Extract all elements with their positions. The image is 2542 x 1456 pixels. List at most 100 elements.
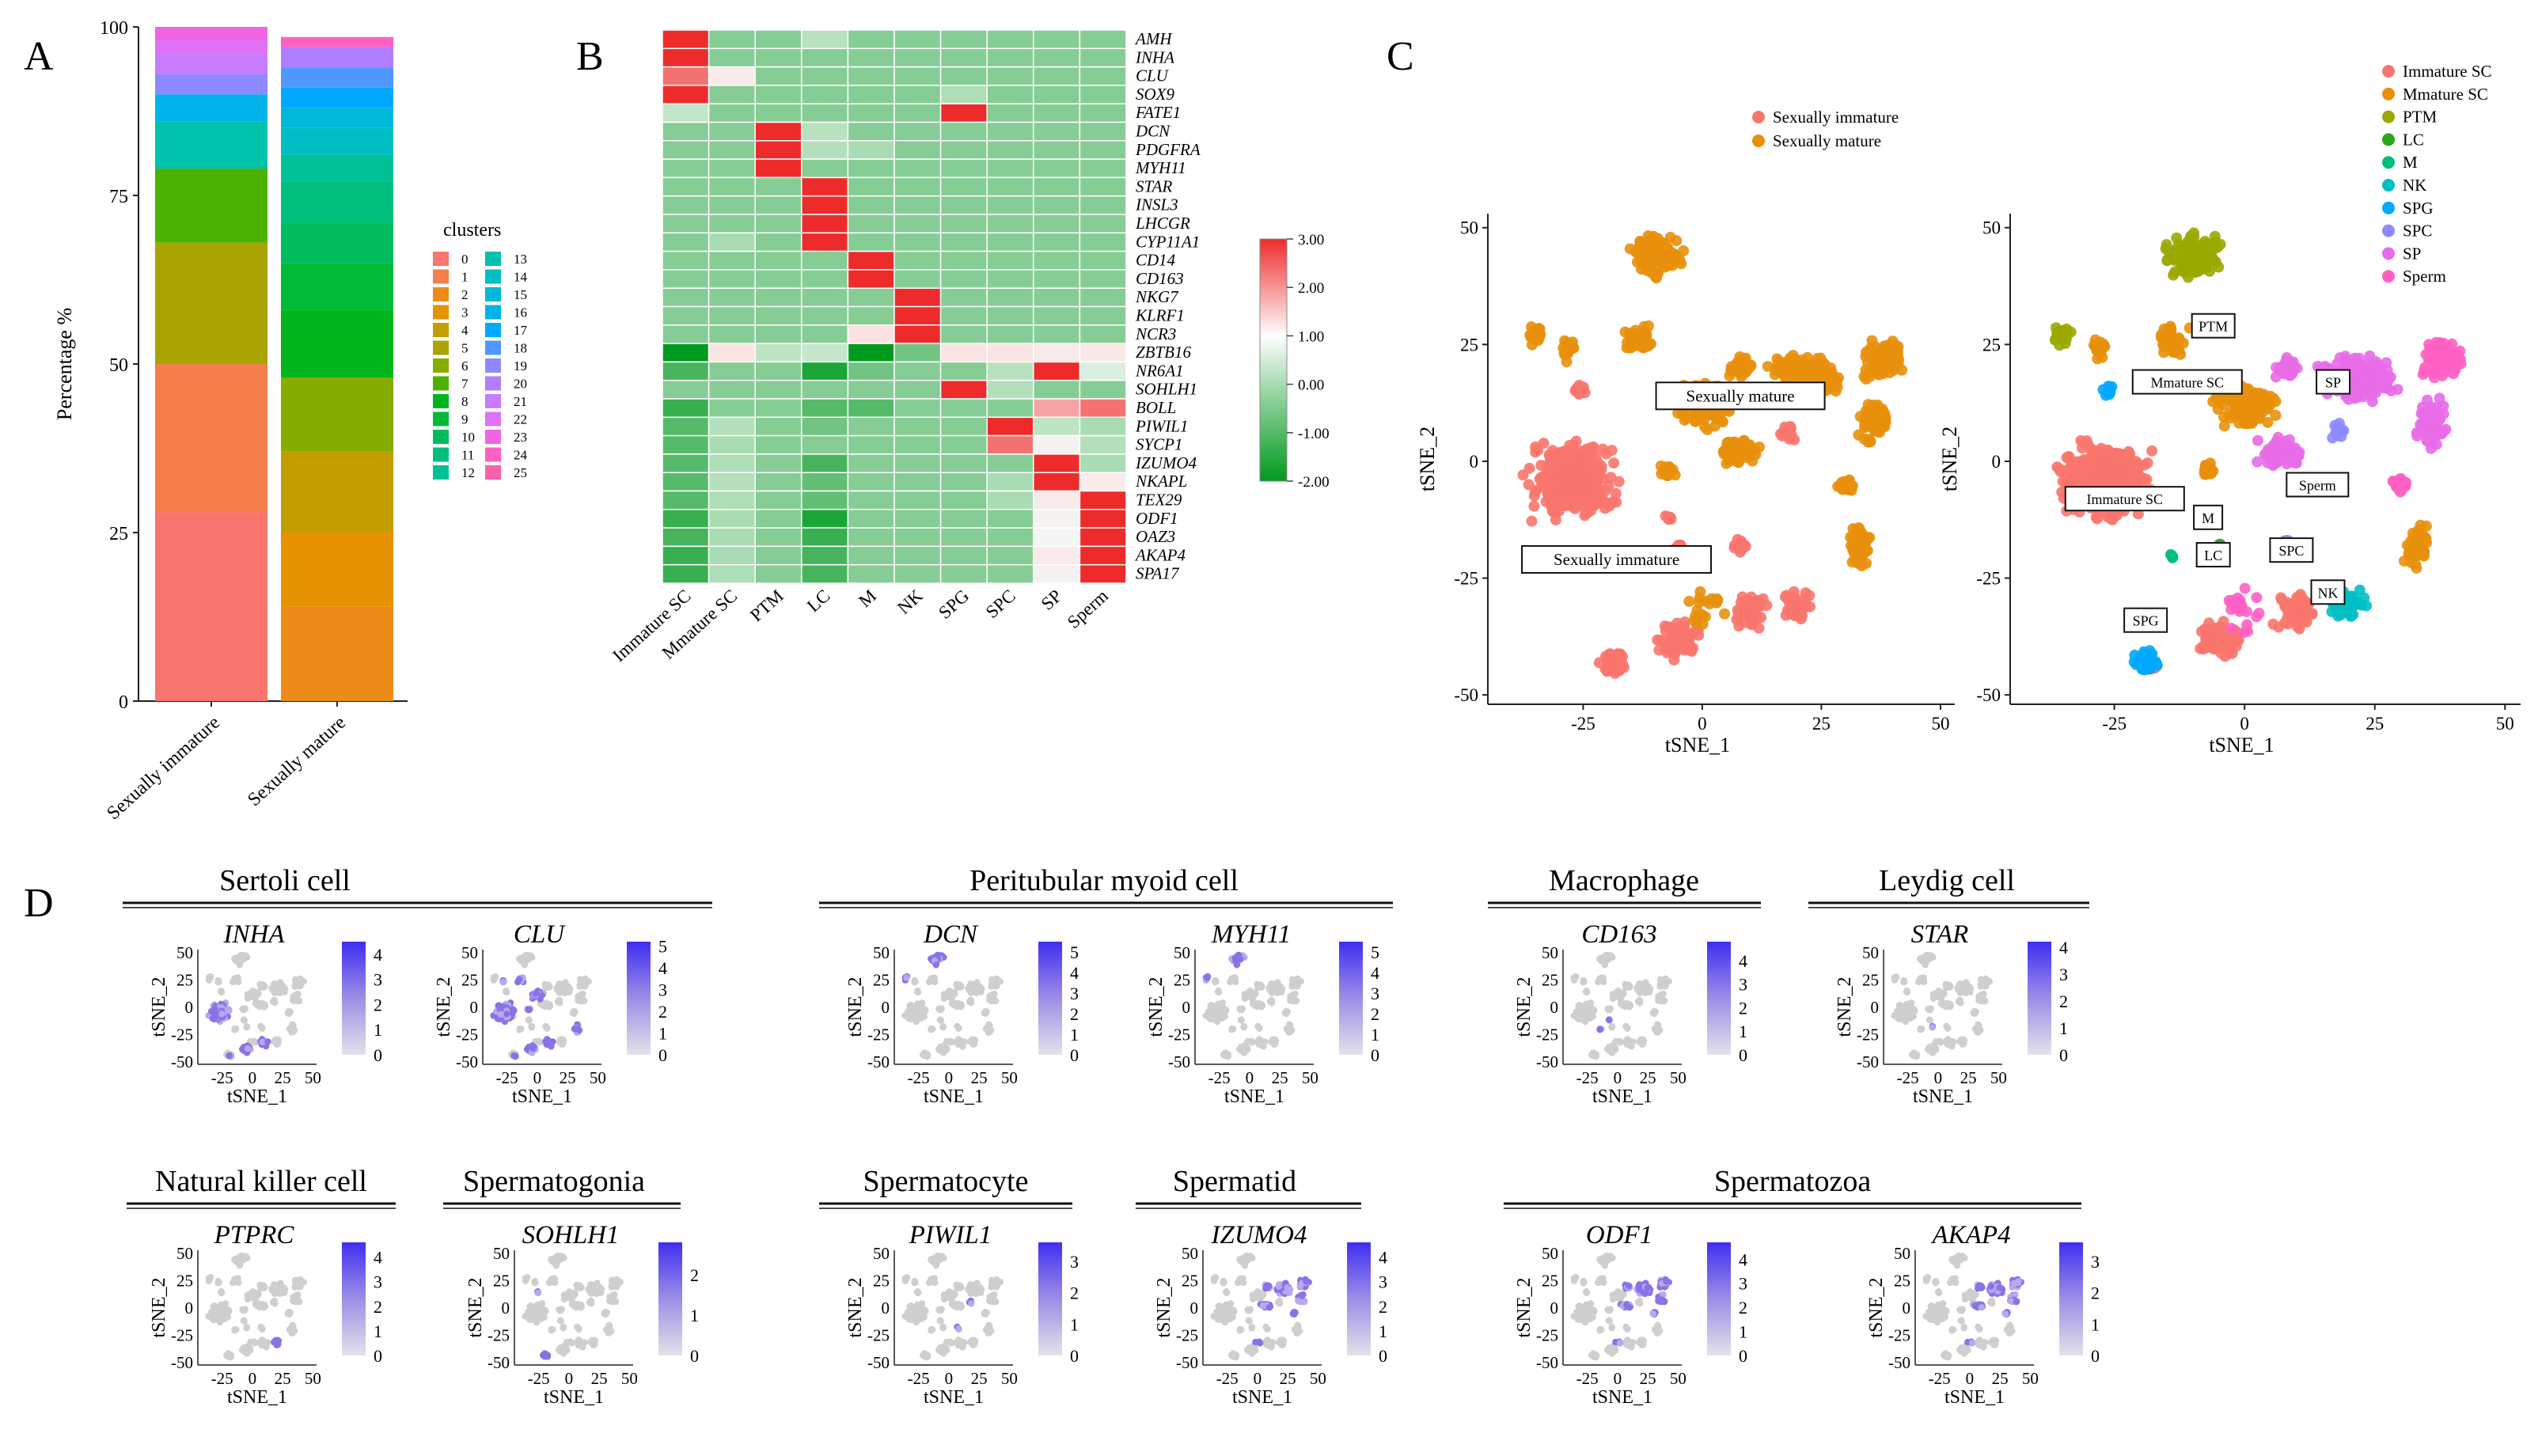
- panel-c-point-sp: [2385, 385, 2397, 397]
- panel-b-cell-odf1-nk: [893, 509, 942, 529]
- panel-b-cell-sohlh1-sp: [1033, 379, 1081, 400]
- panel-d-x-label: tSNE_1: [512, 1086, 572, 1107]
- panel-b-cell-insl3-spc: [986, 195, 1034, 215]
- panel-c-tsne: -25 0 25 5050250-25-50tSNE_1tSNE_2Sexually …: [1416, 62, 2521, 756]
- panel-b-colorbar-label: 0.00: [1298, 377, 1324, 394]
- panel-b-cell-boll-nk: [893, 398, 942, 419]
- panel-a-bar-segment-sexually-immature-cluster-16: [155, 94, 267, 122]
- panel-b-cell-tex29-ptm: [754, 490, 802, 510]
- panel-a-bar-segment-sexually-immature-cluster-1: [155, 364, 267, 513]
- panel-b-cell-nkapl-ptm: [754, 472, 802, 492]
- panel-c-point-nk: [1800, 587, 1812, 599]
- panel-b-row-label: NCR3: [1135, 324, 1176, 343]
- panel-d-point-low: [491, 974, 499, 981]
- panel-a-bar-segment-sexually-mature-cluster-24: [281, 36, 393, 47]
- panel-b-cell-amh-nk: [893, 29, 942, 50]
- panel-b-cell-clu-spc: [986, 66, 1034, 86]
- panel-c-point-sp: [1804, 370, 1815, 381]
- panel-c-point-ptm: [1624, 243, 1636, 255]
- panel-c-point-sp: [2417, 407, 2429, 419]
- panel-b-colorbar-label: 2.00: [1298, 280, 1324, 297]
- panel-b-cell-pdgfra-sperm: [1079, 140, 1127, 160]
- panel-a-bar-segment-sexually-immature-cluster-21: [155, 54, 267, 74]
- panel-b-column-label: LC: [803, 586, 834, 616]
- panel-b-cell-lhcgr-immature-sc: [662, 214, 710, 234]
- panel-c-point-spg: [2138, 655, 2150, 667]
- panel-b-cell-sohlh1-m: [847, 379, 895, 400]
- panel-b-row-label: PDGFRA: [1135, 140, 1201, 159]
- panel-c-point-immature-sc: [1566, 482, 1578, 494]
- panel-d-colorbar-label: 2: [658, 1002, 667, 1022]
- panel-c-point-immature-sc: [2119, 467, 2130, 479]
- panel-c-point-spc: [1784, 433, 1796, 445]
- panel-d-point-low: [927, 976, 935, 983]
- panel-b-cell-fate1-sperm: [1079, 103, 1127, 123]
- panel-b-colorbar-label: -2.00: [1298, 474, 1330, 491]
- panel-c-point-mmature-sc: [2233, 401, 2244, 413]
- panel-d-point-high: [497, 1010, 504, 1018]
- panel-b-cell-inha-sperm: [1079, 47, 1127, 68]
- panel-b-cell-akap4-nk: [893, 545, 942, 566]
- panel-d-point-low: [939, 1024, 947, 1031]
- panel-b-cell-insl3-m: [847, 195, 895, 215]
- panel-c-legend-dot-nk: [2382, 179, 2395, 191]
- panel-a-legend-swatch-18: [485, 340, 501, 355]
- panel-b-cell-insl3-mmature-sc: [708, 195, 756, 215]
- panel-b-cell-izumo4-immature-sc: [662, 453, 710, 473]
- panel-c-point-immature-sc: [1569, 498, 1581, 510]
- panel-b-cell-nr6a1-sp: [1033, 361, 1081, 381]
- panel-d-point-low: [557, 1038, 564, 1046]
- panel-b-cell-clu-immature-sc: [662, 66, 710, 86]
- panel-a-bar-segment-sexually-immature-cluster-7: [155, 168, 267, 243]
- panel-c-point-sperm: [2396, 480, 2408, 492]
- panel-b-cell-nkapl-mmature-sc: [708, 472, 756, 492]
- panel-a-category-label: Sexually immature: [103, 712, 224, 824]
- panel-d-xtick-label: 50: [305, 1068, 321, 1087]
- panel-d-colorbar-label: 1: [658, 1024, 667, 1044]
- panel-a-bar-segment-sexually-immature-cluster-19: [155, 74, 267, 95]
- panel-c-legend-label-spc: SPC: [2403, 222, 2432, 241]
- panel-c-point-sperm: [1694, 592, 1705, 604]
- panel-a-legend-swatch-15: [485, 287, 501, 301]
- panel-a-ytick-label: 100: [100, 18, 128, 39]
- panel-b-cell-tex29-sp: [1033, 490, 1081, 510]
- panel-a-legend-label-6: 6: [461, 358, 469, 373]
- panel-c-point-immature-sc: [1523, 462, 1535, 474]
- panel-b-cell-insl3-spg: [939, 195, 988, 215]
- panel-b-cell-amh-spc: [986, 29, 1034, 50]
- panel-b-cell-tex29-spg: [939, 490, 988, 510]
- panel-a-legend-label-2: 2: [461, 287, 469, 302]
- panel-c-point-sperm: [2430, 336, 2442, 348]
- panel-b-cell-odf1-sp: [1033, 509, 1081, 529]
- panel-a-bar-segment-sexually-mature-cluster-6: [281, 377, 393, 452]
- panel-b-cell-spa17-m: [847, 563, 895, 584]
- panel-b-row-label: ODF1: [1136, 509, 1178, 528]
- panel-a-category-label: Sexually mature: [244, 712, 350, 810]
- panel-b-cell-pdgfra-spc: [986, 140, 1034, 160]
- panel-d-ytick-label: 25: [461, 971, 478, 990]
- panel-b-cell-sohlh1-mmature-sc: [708, 379, 756, 400]
- panel-b-cell-insl3-ptm: [754, 195, 802, 215]
- panel-c-xtick-label: -25: [1571, 714, 1595, 734]
- panel-a-legend-swatch-7: [433, 376, 449, 391]
- panel-d-point-low: [260, 981, 267, 989]
- panel-b-cell-tex29-m: [847, 490, 895, 510]
- panel-b-cell-boll-sperm: [1079, 398, 1127, 419]
- panel-b-cell-cd14-spc: [986, 250, 1034, 271]
- panel-c-point-sp: [2434, 409, 2445, 421]
- panel-b-row-label: FATE1: [1135, 103, 1181, 122]
- panel-c-y-label: tSNE_2: [1938, 427, 1961, 491]
- panel-b-cell-boll-spc: [986, 398, 1034, 419]
- panel-b-cell-sox9-lc: [801, 85, 849, 104]
- panel-b-cell-oaz3-m: [847, 527, 895, 548]
- panel-b-cell-nkg7-lc: [801, 287, 849, 308]
- panel-c-point-immature-sc: [1538, 438, 1550, 449]
- panel-c-point-immature-sc: [2063, 451, 2075, 463]
- panel-c-legend-dot-spg: [2382, 201, 2395, 214]
- panel-b-row-label: STAR: [1136, 176, 1172, 195]
- panel-b-cell-amh-sperm: [1079, 29, 1127, 50]
- panel-c-point-sp: [2352, 391, 2364, 403]
- panel-d-gene-label: INHA: [223, 920, 286, 949]
- panel-b-cell-boll-mmature-sc: [708, 398, 756, 419]
